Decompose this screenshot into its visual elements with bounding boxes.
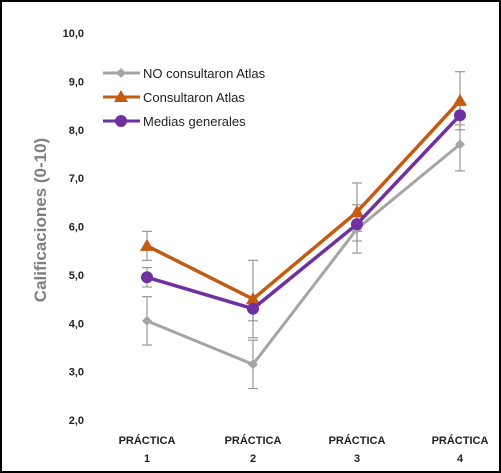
x-category-number: 2 bbox=[250, 453, 256, 465]
y-tick-label: 7,0 bbox=[69, 173, 84, 185]
data-point-diamond bbox=[248, 359, 258, 370]
x-category-number: 3 bbox=[354, 453, 360, 465]
legend-label: Consultaron Atlas bbox=[143, 90, 245, 105]
data-point-circle bbox=[115, 115, 127, 127]
data-point-triangle bbox=[453, 93, 467, 106]
x-category-number: 4 bbox=[457, 453, 464, 465]
data-point-triangle bbox=[140, 238, 154, 251]
y-tick-label: 8,0 bbox=[69, 125, 84, 137]
x-category-label: PRÁCTICA bbox=[119, 434, 176, 447]
series-line bbox=[146, 114, 462, 311]
y-tick-label: 9,0 bbox=[69, 76, 84, 88]
series-line bbox=[146, 99, 462, 301]
y-tick-label: 5,0 bbox=[69, 270, 84, 282]
y-tick-label: 3,0 bbox=[69, 367, 84, 379]
x-category-label: PRÁCTICA bbox=[329, 434, 386, 447]
x-axis-categories: PRÁCTICA 1 PRÁCTICA 2 PRÁCTICA 3 PRÁCTICA 4 bbox=[119, 434, 489, 465]
legend-label: NO consultaron Atlas bbox=[143, 66, 266, 81]
data-point-circle bbox=[351, 218, 363, 231]
data-point-diamond bbox=[116, 68, 126, 78]
y-tick-label: 6,0 bbox=[69, 222, 84, 234]
data-point-triangle bbox=[350, 204, 364, 217]
data-point-triangle bbox=[114, 90, 128, 102]
y-tick-label: 10,0 bbox=[63, 28, 84, 40]
x-category-label: PRÁCTICA bbox=[432, 434, 489, 447]
x-category-number: 1 bbox=[144, 453, 150, 465]
y-axis-ticks: 2,0 3,0 4,0 5,0 6,0 7,0 8,0 9,0 10,0 bbox=[63, 28, 84, 427]
data-point-diamond bbox=[142, 315, 152, 326]
x-category-label: PRÁCTICA bbox=[225, 434, 282, 447]
legend-label: Medias generales bbox=[143, 114, 246, 129]
y-axis-label: Calificaciones (0-10) bbox=[31, 138, 50, 302]
data-point-circle bbox=[141, 271, 153, 284]
y-tick-label: 4,0 bbox=[69, 318, 84, 330]
data-point-circle bbox=[454, 109, 466, 122]
series-line bbox=[146, 143, 461, 366]
plot-area bbox=[140, 71, 467, 390]
legend: NO consultaron Atlas Consultaron Atlas Med… bbox=[103, 66, 266, 129]
y-tick-label: 2,0 bbox=[69, 415, 84, 427]
data-point-triangle bbox=[246, 292, 260, 305]
data-point-diamond bbox=[455, 139, 465, 150]
data-point-circle bbox=[247, 302, 259, 315]
